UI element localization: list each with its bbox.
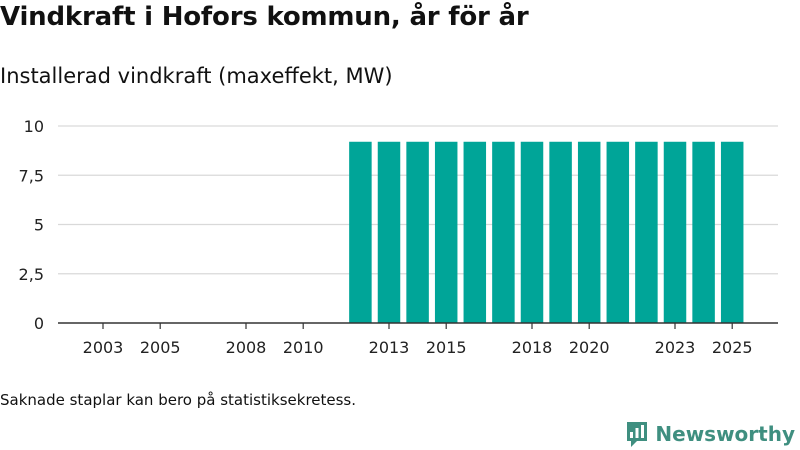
y-tick-label: 7,5: [19, 166, 44, 185]
x-tick-label: 2015: [426, 338, 467, 357]
chart-subtitle: Installerad vindkraft (maxeffekt, MW): [0, 64, 393, 88]
brand-logo: Newsworthy: [625, 420, 795, 448]
x-tick-label: 2003: [83, 338, 124, 357]
x-tick-label: 2018: [512, 338, 553, 357]
bar: [692, 141, 715, 323]
bar: [349, 141, 372, 323]
bar: [377, 141, 401, 323]
footnote: Saknade staplar kan bero på statistiksek…: [0, 391, 357, 409]
bar: [549, 141, 572, 323]
bar-chart: 0 2,5 5 7,5 10 2003 2005 2008 2010 2013 2015 2018 20…: [19, 117, 778, 357]
brand-name: Newsworthy: [655, 422, 795, 446]
y-tick-label: 2,5: [19, 265, 44, 284]
x-tick-label: 2020: [569, 338, 610, 357]
y-tick-label: 10: [24, 117, 44, 136]
x-tick-label: 2005: [140, 338, 181, 357]
bar: [606, 141, 630, 323]
x-tick-label: 2023: [655, 338, 696, 357]
chart-title: Vindkraft i Hofors kommun, år för år: [0, 2, 529, 32]
bar: [635, 141, 658, 323]
bar: [520, 141, 544, 323]
bar: [492, 141, 515, 323]
newsworthy-logo-icon: [627, 422, 648, 447]
y-tick-label: 5: [34, 216, 44, 235]
bar: [720, 141, 744, 323]
bar: [577, 141, 601, 323]
x-tick-label: 2025: [712, 338, 753, 357]
bar: [406, 141, 429, 323]
bar: [434, 141, 458, 323]
bar: [463, 141, 487, 323]
y-tick-label: 0: [34, 314, 44, 333]
x-tick-label: 2010: [283, 338, 324, 357]
bar: [663, 141, 687, 323]
x-tick-label: 2013: [369, 338, 410, 357]
x-tick-label: 2008: [226, 338, 267, 357]
